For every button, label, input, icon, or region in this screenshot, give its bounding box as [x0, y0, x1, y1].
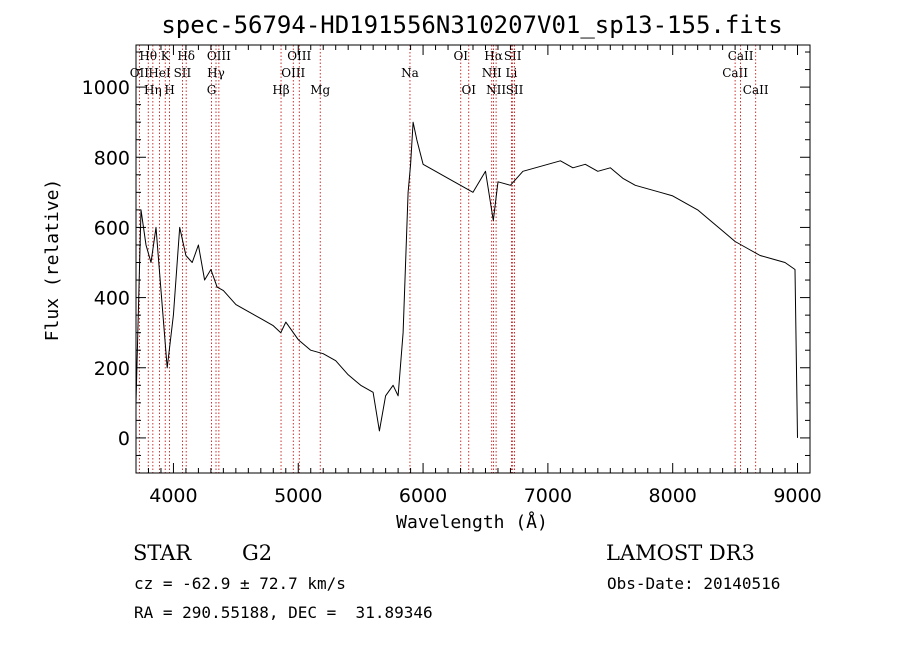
marker-label: Hγ [207, 66, 225, 80]
marker-label: G [207, 83, 217, 97]
x-axis-label: Wavelength (Å) [396, 511, 548, 533]
chart-title: spec-56794-HD191556N310207V01_sp13-155.f… [161, 11, 782, 39]
marker-label: Li [506, 66, 518, 80]
marker-label: Mg [310, 83, 330, 97]
marker-label: Na [401, 66, 419, 80]
marker-label: OIII [287, 49, 311, 63]
line-markers: OIIHθHηHeIKHSIIHδGHγOIIIHβOIIIOIIIMgNaOI… [130, 45, 769, 473]
marker-label: Hη [144, 83, 162, 97]
object-subclass: G2 [242, 541, 273, 565]
marker-label: Hθ [139, 49, 157, 63]
x-tick-label: 8000 [649, 485, 697, 507]
x-tick-label: 4000 [149, 485, 197, 507]
marker-label: OIII [207, 49, 231, 63]
y-tick-label: 800 [94, 147, 130, 169]
marker-label: CaII [743, 83, 769, 97]
plot-frame [135, 44, 811, 474]
spectrum-line [135, 121, 798, 438]
marker-label: Hβ [272, 83, 289, 97]
x-tick-label: 9000 [773, 485, 821, 507]
axes: 4000 5000 6000 7000 8000 9000 0 200 400 600 800 100… [82, 45, 822, 507]
y-axis-label: Flux (relative) [42, 179, 63, 342]
y-tick-label: 400 [94, 288, 130, 310]
y-tick-label: 200 [94, 358, 130, 380]
y-tick-label: 1000 [82, 77, 130, 99]
marker-label: NII [482, 66, 502, 80]
marker-label: H [164, 83, 174, 97]
redshift-readout: cz = -62.9 ± 72.7 km/s [134, 574, 346, 593]
x-tick-label: 6000 [399, 485, 447, 507]
spectrum-series [135, 121, 798, 438]
marker-label: OII [130, 66, 150, 80]
obs-date-readout: Obs-Date: 20140516 [607, 574, 781, 593]
marker-label: Hα [484, 49, 503, 63]
marker-label: CaII [728, 49, 754, 63]
object-class: STAR [133, 541, 192, 565]
marker-label: SII [506, 83, 524, 97]
marker-label: SII [174, 66, 192, 80]
marker-label: NII [486, 83, 506, 97]
y-tick-label: 600 [94, 217, 130, 239]
marker-label: HeI [148, 66, 171, 80]
x-tick-label: 7000 [524, 485, 572, 507]
marker-label: OIII [281, 66, 305, 80]
marker-label: CaII [722, 66, 748, 80]
marker-label: OI [453, 49, 468, 63]
coordinates-readout: RA = 290.55188, DEC = 31.89346 [134, 603, 433, 622]
marker-label: OI [461, 83, 476, 97]
marker-label: Hδ [177, 49, 195, 63]
marker-label: SII [504, 49, 522, 63]
marker-label: K [161, 49, 171, 63]
y-tick-label: 0 [118, 428, 130, 450]
survey-name: LAMOST DR3 [606, 541, 755, 565]
x-tick-label: 5000 [274, 485, 322, 507]
